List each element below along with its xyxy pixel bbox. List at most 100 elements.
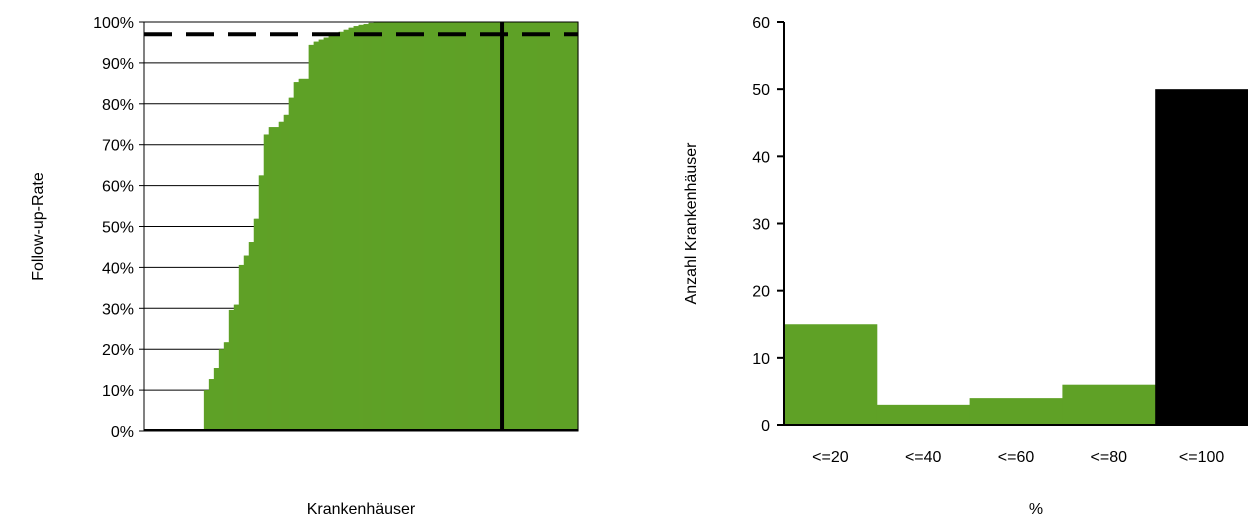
bar: [349, 27, 352, 431]
bar: [396, 22, 399, 431]
bar: [451, 22, 453, 431]
bar: [237, 304, 240, 431]
bar: [404, 22, 406, 431]
bar: [240, 264, 243, 431]
plot-frame: [143, 21, 579, 432]
y-tick-label: 20: [752, 284, 770, 301]
bar: [550, 22, 552, 431]
bar: [458, 22, 460, 431]
y-tick-label: 50%: [102, 220, 134, 237]
bar: [280, 121, 283, 432]
bar: [445, 22, 447, 431]
bar: [311, 44, 314, 432]
bar: [491, 22, 493, 431]
bar: [384, 22, 387, 431]
bar: [355, 26, 358, 432]
bar: [212, 379, 215, 431]
bar: [215, 368, 218, 431]
bar: [573, 22, 575, 431]
bar: [258, 175, 261, 432]
bar: [220, 349, 223, 431]
bar: [369, 22, 372, 431]
bar: [310, 44, 313, 432]
bar: [263, 134, 266, 432]
bar: [373, 22, 376, 431]
bar: [383, 22, 386, 431]
bar: [249, 242, 252, 431]
bar: [323, 37, 326, 431]
bar: [490, 22, 492, 431]
bar: [424, 22, 426, 431]
bar: [555, 22, 557, 431]
bar: [472, 22, 474, 431]
bar: [253, 218, 256, 431]
bar: [288, 97, 291, 432]
bar: [524, 22, 526, 431]
bar: [1062, 384, 1156, 425]
bar: [440, 22, 442, 431]
bar: [515, 22, 517, 431]
bar: [329, 35, 332, 431]
bar: [324, 37, 327, 431]
bar: [345, 29, 348, 432]
bar: [360, 24, 363, 432]
bar: [477, 22, 479, 431]
bar: [265, 134, 268, 432]
bar: [876, 404, 971, 425]
bar: [300, 78, 303, 431]
bar: [314, 41, 317, 431]
bar: [487, 22, 489, 431]
y-tick-label: 60%: [102, 179, 134, 196]
bar: [474, 22, 476, 431]
bar: [441, 22, 443, 431]
bar: [522, 22, 524, 431]
y-tick-label: 100%: [93, 15, 134, 32]
bar: [514, 22, 516, 431]
bar: [556, 22, 558, 431]
bar: [364, 24, 367, 432]
bar: [374, 22, 377, 431]
bar: [464, 22, 466, 431]
bar: [333, 33, 336, 431]
bar: [465, 22, 467, 431]
x-tick-label: <=20: [812, 449, 849, 466]
bar: [498, 22, 500, 431]
bar: [460, 22, 462, 431]
bar: [269, 127, 272, 432]
bar: [533, 22, 535, 431]
bar: [422, 22, 424, 431]
bar: [273, 127, 276, 432]
bar: [537, 22, 539, 431]
bar: [426, 22, 428, 431]
bar: [570, 22, 572, 431]
bar: [217, 368, 220, 431]
bar: [475, 22, 477, 431]
bar: [540, 22, 542, 431]
bar: [291, 97, 294, 432]
bar: [203, 390, 206, 431]
bar: [317, 41, 320, 431]
x-axis-label: Krankenhäuser: [307, 501, 416, 516]
bar: [447, 22, 449, 431]
bar: [343, 29, 346, 432]
bar: [575, 22, 577, 431]
bar: [270, 127, 273, 432]
bar: [321, 39, 324, 432]
bar: [425, 22, 427, 431]
bar: [421, 22, 423, 431]
bar: [509, 22, 511, 431]
bar: [305, 78, 308, 431]
bar: [512, 22, 514, 431]
bar: [449, 22, 451, 431]
bar: [365, 24, 368, 432]
bar: [431, 22, 433, 431]
bar: [969, 398, 1063, 425]
bar: [309, 44, 312, 432]
bar: [286, 114, 289, 431]
x-tick-label: <=100: [1179, 449, 1224, 466]
bar: [574, 22, 576, 431]
bar: [354, 26, 357, 432]
bar: [378, 22, 381, 431]
bar: [342, 31, 345, 431]
bar: [452, 22, 454, 431]
